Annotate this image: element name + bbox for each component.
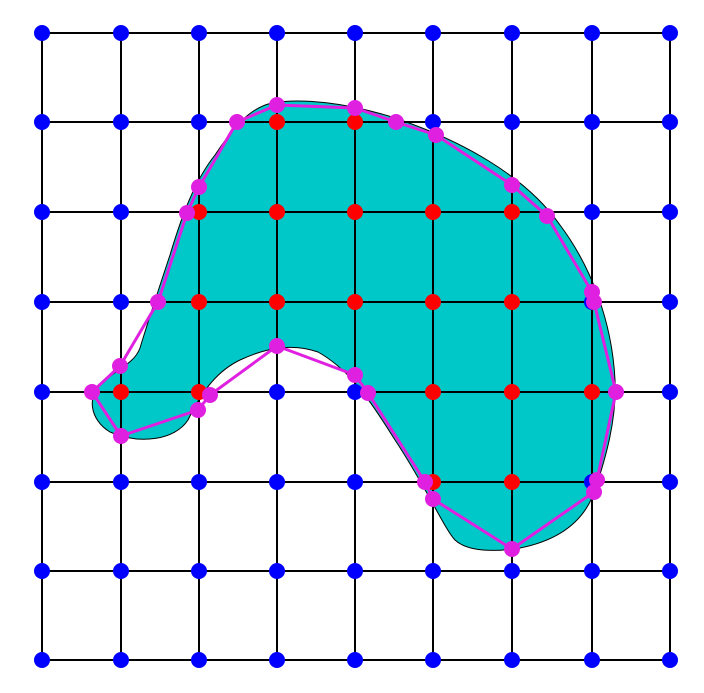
outside-grid-node xyxy=(269,474,285,490)
polygon-vertex xyxy=(112,358,128,374)
outside-grid-node xyxy=(504,563,520,579)
inside-grid-node xyxy=(425,384,441,400)
outside-grid-node xyxy=(34,114,50,130)
outside-grid-node xyxy=(662,25,678,41)
outside-grid-node xyxy=(504,25,520,41)
outside-grid-node xyxy=(662,474,678,490)
inside-grid-node xyxy=(504,204,520,220)
outside-grid-node xyxy=(662,204,678,220)
inside-grid-node xyxy=(347,114,363,130)
outside-grid-node xyxy=(584,652,600,668)
inside-grid-node xyxy=(504,294,520,310)
polygon-vertex xyxy=(360,385,376,401)
inside-grid-node xyxy=(347,204,363,220)
polygon-vertex xyxy=(417,474,433,490)
outside-grid-node xyxy=(113,204,129,220)
inside-grid-node xyxy=(425,204,441,220)
outside-grid-node xyxy=(269,384,285,400)
outside-grid-node xyxy=(34,204,50,220)
polygon-vertex xyxy=(269,97,285,113)
outside-grid-node xyxy=(34,563,50,579)
outside-grid-node xyxy=(191,114,207,130)
outside-grid-node xyxy=(347,25,363,41)
polygon-vertex xyxy=(190,402,206,418)
outside-grid-node xyxy=(662,114,678,130)
outside-grid-node xyxy=(425,563,441,579)
outside-grid-node xyxy=(269,563,285,579)
inside-grid-node xyxy=(269,114,285,130)
outside-grid-node xyxy=(34,474,50,490)
outside-grid-node xyxy=(504,652,520,668)
outside-grid-node xyxy=(662,384,678,400)
outside-grid-node xyxy=(34,652,50,668)
outside-grid-node xyxy=(425,25,441,41)
polygon-vertex xyxy=(539,208,555,224)
outside-grid-node xyxy=(269,652,285,668)
inside-grid-node xyxy=(584,384,600,400)
outside-grid-node xyxy=(584,563,600,579)
outside-grid-node xyxy=(347,652,363,668)
outside-grid-node xyxy=(425,652,441,668)
outside-grid-node xyxy=(113,474,129,490)
outside-grid-node xyxy=(34,384,50,400)
outside-grid-node xyxy=(191,563,207,579)
inside-grid-node xyxy=(269,204,285,220)
inside-grid-node xyxy=(347,294,363,310)
outside-grid-node xyxy=(113,25,129,41)
polygon-vertex xyxy=(84,384,100,400)
outside-grid-node xyxy=(504,114,520,130)
polygon-vertex xyxy=(229,114,245,130)
outside-grid-node xyxy=(113,114,129,130)
polygon-vertex xyxy=(113,428,129,444)
polygon-vertex xyxy=(504,541,520,557)
polygon-vertex xyxy=(269,338,285,354)
outside-grid-node xyxy=(662,294,678,310)
outside-grid-node xyxy=(584,114,600,130)
polygon-vertex xyxy=(586,484,602,500)
inside-grid-node xyxy=(504,384,520,400)
outside-grid-node xyxy=(113,652,129,668)
polygon-vertex xyxy=(425,491,441,507)
outside-grid-node xyxy=(113,294,129,310)
polygon-vertex xyxy=(191,179,207,195)
outside-grid-node xyxy=(191,652,207,668)
polygon-vertex xyxy=(504,177,520,193)
outside-grid-node xyxy=(191,25,207,41)
polygon-vertex xyxy=(347,367,363,383)
outside-grid-node xyxy=(662,563,678,579)
outside-grid-node xyxy=(347,474,363,490)
inside-grid-node xyxy=(425,294,441,310)
outside-grid-node xyxy=(191,474,207,490)
outside-grid-node xyxy=(269,25,285,41)
inside-grid-node xyxy=(191,294,207,310)
inside-grid-node xyxy=(113,384,129,400)
outside-grid-node xyxy=(584,25,600,41)
polygon-vertex xyxy=(608,384,624,400)
outside-grid-node xyxy=(584,204,600,220)
polygon-vertex xyxy=(347,100,363,116)
outside-grid-node xyxy=(34,294,50,310)
outside-grid-node xyxy=(347,563,363,579)
polygon-vertex xyxy=(150,294,166,310)
inside-grid-node xyxy=(504,474,520,490)
polygon-vertex xyxy=(586,294,602,310)
outside-grid-node xyxy=(662,652,678,668)
inside-grid-node xyxy=(269,294,285,310)
polygon-vertex xyxy=(428,127,444,143)
outside-grid-node xyxy=(113,563,129,579)
outside-grid-node xyxy=(34,25,50,41)
polygon-vertex xyxy=(179,205,195,221)
polygon-vertex xyxy=(388,114,404,130)
polygon-vertex xyxy=(202,387,218,403)
